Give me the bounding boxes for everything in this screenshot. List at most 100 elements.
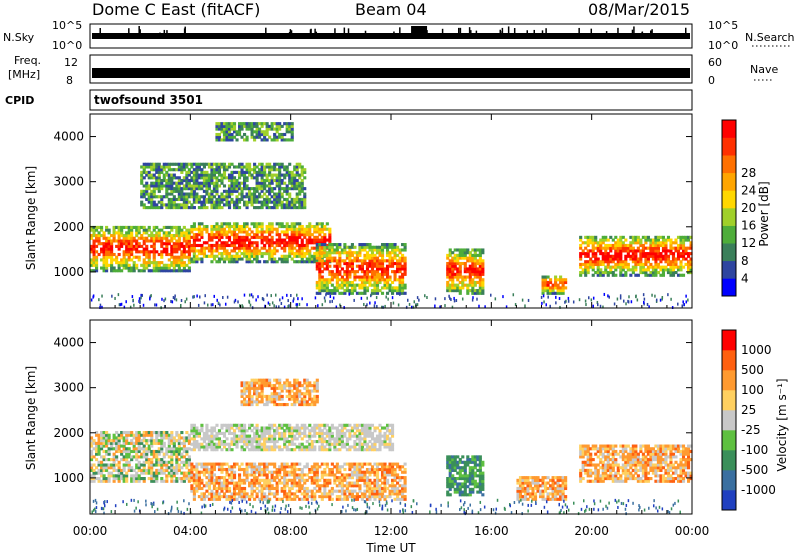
noise-cell: [490, 293, 492, 297]
echo-cell: [172, 439, 176, 443]
echo-cell: [212, 465, 217, 469]
echo-cell: [167, 192, 171, 196]
echo-cell: [210, 206, 214, 210]
echo-cell: [243, 481, 247, 485]
echo-cell: [343, 289, 347, 293]
echo-cell: [330, 283, 334, 287]
echo-cell: [147, 439, 151, 443]
echo-cell: [674, 260, 678, 264]
echo-cell: [300, 246, 304, 250]
echo-cell: [458, 270, 462, 274]
echo-cell: [639, 241, 643, 245]
echo-cell: [142, 258, 146, 262]
echo-cell: [212, 495, 217, 499]
echo-cell: [217, 478, 222, 482]
echo-cell: [305, 260, 309, 264]
echo-cell: [175, 242, 179, 246]
echo-cell: [358, 253, 362, 257]
echo-cell: [333, 476, 337, 480]
echo-cell: [135, 474, 139, 478]
echo-cell: [288, 470, 292, 474]
echo-cell: [338, 489, 342, 493]
echo-cell: [175, 187, 179, 191]
echo-cell: [237, 124, 242, 128]
noise-cell: [602, 305, 604, 309]
echo-cell: [355, 481, 359, 485]
echo-cell: [581, 271, 585, 275]
echo-cell: [187, 471, 191, 475]
echo-cell: [268, 478, 272, 482]
echo-cell: [280, 203, 284, 207]
echo-cell: [265, 230, 269, 234]
echo-cell: [177, 269, 181, 273]
noise-cell: [197, 303, 200, 307]
noise-cell: [175, 298, 178, 302]
echo-cell: [345, 481, 349, 485]
noise-cell: [180, 299, 183, 303]
echo-cell: [187, 195, 191, 199]
echo-cell: [335, 264, 339, 268]
echo-cell: [594, 271, 598, 275]
echo-cell: [461, 248, 465, 252]
echo-cell: [290, 138, 294, 142]
echo-cell: [220, 124, 224, 128]
echo-cell: [285, 122, 289, 126]
echo-cell: [365, 478, 370, 482]
echo-cell: [145, 187, 149, 191]
echo-cell: [167, 460, 171, 464]
echo-cell: [681, 265, 686, 269]
echo-cell: [546, 275, 550, 279]
echo-cell: [666, 268, 671, 272]
echo-cell: [100, 242, 104, 246]
echo-cell: [205, 176, 209, 180]
echo-cell: [155, 187, 159, 191]
echo-cell: [217, 206, 222, 210]
echo-cell: [230, 224, 234, 229]
echo-cell: [401, 267, 405, 271]
echo-cell: [270, 243, 274, 248]
echo-cell: [360, 261, 365, 266]
echo-cell: [629, 273, 633, 277]
echo-cell: [263, 470, 267, 474]
echo-cell: [190, 187, 194, 191]
echo-cell: [661, 235, 666, 239]
echo-cell: [100, 463, 104, 467]
echo-cell: [288, 235, 292, 239]
echo-cell: [167, 449, 171, 454]
echo-cell: [315, 467, 319, 472]
echo-cell: [102, 433, 106, 437]
echo-cell: [197, 206, 201, 210]
echo-cell: [222, 260, 227, 264]
echo-cell: [167, 178, 171, 183]
echo-cell: [172, 266, 176, 270]
echo-cell: [290, 203, 294, 207]
echo-cell: [378, 289, 382, 293]
echo-cell: [268, 184, 272, 188]
echo-cell: [227, 135, 232, 139]
echo-cell: [227, 203, 232, 207]
echo-cell: [270, 122, 274, 126]
echo-cell: [253, 462, 257, 466]
echo-cell: [453, 248, 457, 252]
echo-cell: [353, 275, 357, 279]
echo-cell: [92, 463, 96, 467]
echo-cell: [162, 236, 166, 240]
echo-cell: [355, 291, 359, 295]
echo-cell: [631, 254, 635, 258]
echo-cell: [167, 197, 171, 202]
echo-cell: [225, 254, 229, 258]
echo-cell: [290, 206, 294, 210]
echo-cell: [270, 200, 274, 204]
echo-cell: [217, 162, 222, 166]
echo-cell: [130, 466, 134, 470]
echo-cell: [639, 271, 643, 275]
echo-cell: [280, 135, 284, 139]
echo-cell: [333, 256, 337, 260]
echo-cell: [260, 176, 264, 180]
echo-cell: [130, 430, 134, 435]
echo-cell: [205, 476, 209, 480]
echo-cell: [217, 184, 222, 188]
echo-cell: [451, 280, 455, 285]
echo-cell: [380, 486, 385, 491]
echo-cell: [300, 492, 304, 496]
